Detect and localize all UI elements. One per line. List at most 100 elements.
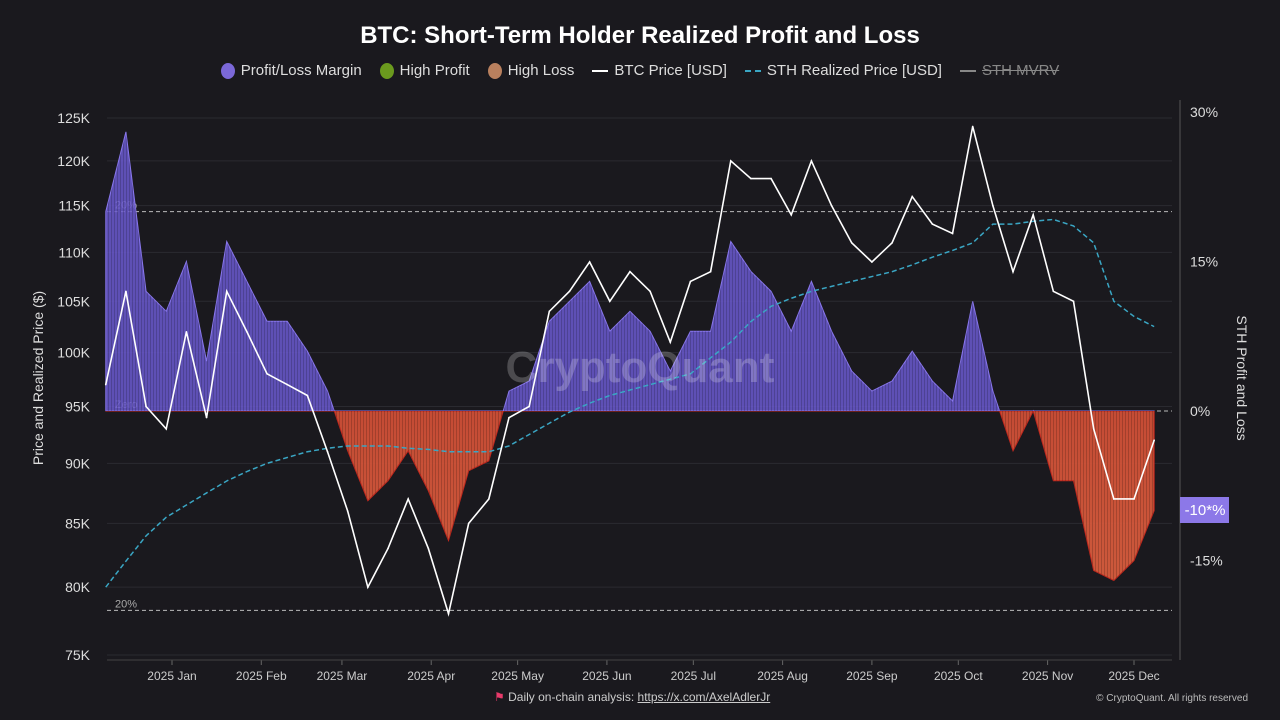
legend-label: High Profit xyxy=(399,62,470,79)
legend-label: Profit/Loss Margin xyxy=(240,62,362,79)
btc-price-point xyxy=(951,232,954,235)
y-left-tick-label: 95K xyxy=(65,398,91,414)
y-left-tick-label: 75K xyxy=(65,647,91,663)
btc-price-point xyxy=(850,242,853,244)
footer-link[interactable]: https://x.com/AxelAdlerJr xyxy=(637,690,771,704)
btc-price-point xyxy=(286,383,289,386)
legend-label: BTC Price [USD] xyxy=(614,62,727,79)
flag-icon: ⚑ xyxy=(494,690,505,704)
btc-price-point xyxy=(649,290,651,293)
btc-price-point xyxy=(266,373,268,375)
btc-price-point xyxy=(185,330,188,333)
x-tick-label: 2025 Nov xyxy=(1022,669,1073,683)
btc-price-point xyxy=(971,125,974,128)
btc-price-point xyxy=(810,160,813,162)
legend-item-sth-realized[interactable]: STH Realized Price [USD] xyxy=(744,62,942,79)
btc-price-point xyxy=(790,214,793,216)
x-tick-label: 2025 Sep xyxy=(846,669,898,683)
sth-realized-price-line xyxy=(105,218,1155,588)
btc-price-point xyxy=(1072,300,1075,303)
btc-price-point xyxy=(427,547,430,550)
legend-item-sth-mvrv[interactable]: STH MVRV xyxy=(959,62,1059,79)
y-right-tick-label: -15% xyxy=(1190,553,1223,569)
x-tick-label: 2025 May xyxy=(491,669,544,683)
copyright: © CryptoQuant. All rights reserved xyxy=(1096,693,1248,704)
footer-text: Daily on-chain analysis: xyxy=(508,690,635,704)
y-left-tick-label: 100K xyxy=(57,345,90,361)
btc-price-point xyxy=(165,428,168,430)
circle-icon xyxy=(220,62,235,79)
btc-price-point xyxy=(729,160,732,162)
btc-price-point xyxy=(225,290,228,293)
dashed-line-icon xyxy=(744,69,761,72)
x-tick-label: 2025 Jun xyxy=(582,669,631,683)
btc-price-point xyxy=(1032,214,1034,216)
y-right-label: STH Profit and Loss xyxy=(1234,315,1250,440)
y-left-label: Price and Realized Price ($) xyxy=(30,291,46,465)
btc-price-point xyxy=(689,280,692,283)
x-tick-label: 2025 Mar xyxy=(317,669,368,683)
legend-label: STH Realized Price [USD] xyxy=(766,62,942,79)
watermark: CryptoQuant xyxy=(506,343,775,392)
btc-price-point xyxy=(568,290,571,293)
btc-price-point xyxy=(488,498,490,500)
btc-price-point xyxy=(387,547,389,550)
line-icon xyxy=(592,69,609,72)
y-left-tick-label: 80K xyxy=(65,579,91,595)
legend-item-margin[interactable]: Profit/Loss Margin xyxy=(220,62,362,79)
y-left-tick-label: 85K xyxy=(65,515,91,531)
btc-price-point xyxy=(891,242,893,244)
x-tick-label: 2025 Aug xyxy=(757,669,808,683)
btc-price-point xyxy=(1153,439,1155,442)
y-left-tick-label: 120K xyxy=(57,153,90,169)
legend-item-high-loss[interactable]: High Loss xyxy=(487,62,575,79)
x-tick-label: 2025 Oct xyxy=(934,669,983,683)
btc-price-point xyxy=(1012,270,1014,273)
btc-price-point xyxy=(326,450,329,453)
btc-price-point xyxy=(871,261,873,263)
y-right-tick-label: 0% xyxy=(1190,403,1210,419)
margin-profit-stripes xyxy=(105,131,1155,411)
line-icon xyxy=(959,69,976,72)
btc-price-point xyxy=(931,223,934,225)
y-left-tick-label: 110K xyxy=(58,244,90,260)
btc-price-point xyxy=(306,394,309,397)
btc-price-point xyxy=(608,300,611,303)
btc-price-point xyxy=(548,310,551,313)
legend-item-btc-price[interactable]: BTC Price [USD] xyxy=(592,62,727,79)
x-tick-label: 2025 Apr xyxy=(407,669,455,683)
btc-price-point xyxy=(246,330,248,333)
margin-loss-stripes xyxy=(105,411,1155,581)
legend-item-high-profit[interactable]: High Profit xyxy=(379,62,470,79)
y-left-tick-label: 105K xyxy=(57,293,90,309)
x-tick-label: 2025 Jan xyxy=(147,669,196,683)
btc-price-point xyxy=(629,270,631,273)
y-right-tick-label: 15% xyxy=(1190,253,1218,269)
circle-icon xyxy=(379,62,394,79)
btc-price-point xyxy=(104,383,107,386)
y-left-tick-label: 125K xyxy=(57,110,90,126)
legend-label: High Loss xyxy=(507,62,575,79)
reference-line-label: 20% xyxy=(115,598,137,610)
x-tick-label: 2025 Jul xyxy=(671,669,716,683)
btc-price-point xyxy=(1133,498,1135,500)
circle-icon xyxy=(487,62,502,79)
y-right-tick-label: 30% xyxy=(1190,104,1218,120)
current-value-badge xyxy=(1180,497,1229,523)
btc-price-point xyxy=(1092,428,1095,430)
btc-price-point xyxy=(709,270,712,273)
btc-price-point xyxy=(830,204,833,207)
btc-price-point xyxy=(367,586,369,588)
btc-price-point xyxy=(1113,498,1115,500)
x-tick-label: 2025 Feb xyxy=(236,669,287,683)
y-left-tick-label: 90K xyxy=(65,455,91,471)
btc-price-point xyxy=(407,498,409,500)
current-value-badge-text: -10*% xyxy=(1185,502,1226,519)
y-left-tick-label: 115K xyxy=(58,198,90,214)
btc-price-point xyxy=(447,612,450,615)
btc-price-point xyxy=(992,204,994,207)
btc-price-point xyxy=(911,195,914,198)
btc-price-point xyxy=(125,290,127,293)
footer: ⚑ Daily on-chain analysis: https://x.com… xyxy=(494,690,770,704)
